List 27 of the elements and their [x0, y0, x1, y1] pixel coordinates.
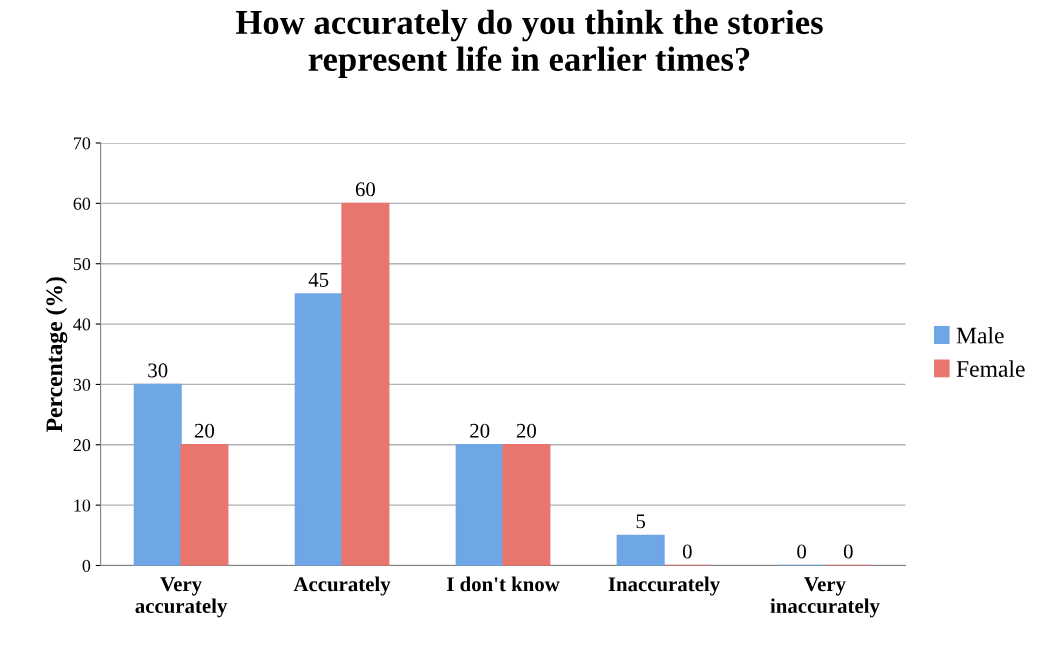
legend-label: Female: [956, 360, 1025, 377]
x-tick-label: Very inaccurately: [770, 577, 880, 618]
data-label: 0: [797, 544, 807, 559]
y-tick-label: 0: [82, 559, 91, 572]
y-tick-label: 70: [74, 137, 91, 150]
y-tick-label: 30: [73, 378, 91, 391]
data-label: 0: [682, 544, 692, 559]
chart-title: How accurately do you think the stories represent life in earlier times?: [235, 9, 823, 79]
data-label: 5: [636, 514, 646, 529]
x-tick-label: Inaccurately: [608, 576, 720, 596]
data-label: 20: [516, 423, 536, 438]
y-tick-label: 50: [73, 257, 91, 271]
y-tick-label: 20: [73, 439, 91, 452]
data-label: 0: [843, 544, 853, 559]
x-tick-label: Accurately: [293, 576, 391, 596]
data-label: 20: [470, 423, 490, 438]
data-label: 60: [355, 182, 376, 197]
legend-label: Male: [956, 326, 1004, 344]
y-tick-label: 40: [73, 318, 91, 331]
y-tick-label: 10: [74, 499, 91, 512]
x-tick-label: I don't know: [446, 576, 560, 592]
data-label: 45: [308, 272, 329, 287]
x-tick-label: Very accurately: [135, 577, 228, 618]
data-label: 30: [148, 363, 168, 378]
y-tick-label: 60: [73, 197, 91, 210]
y-axis-title: Percentage (%): [45, 277, 68, 432]
data-label: 20: [194, 423, 215, 438]
